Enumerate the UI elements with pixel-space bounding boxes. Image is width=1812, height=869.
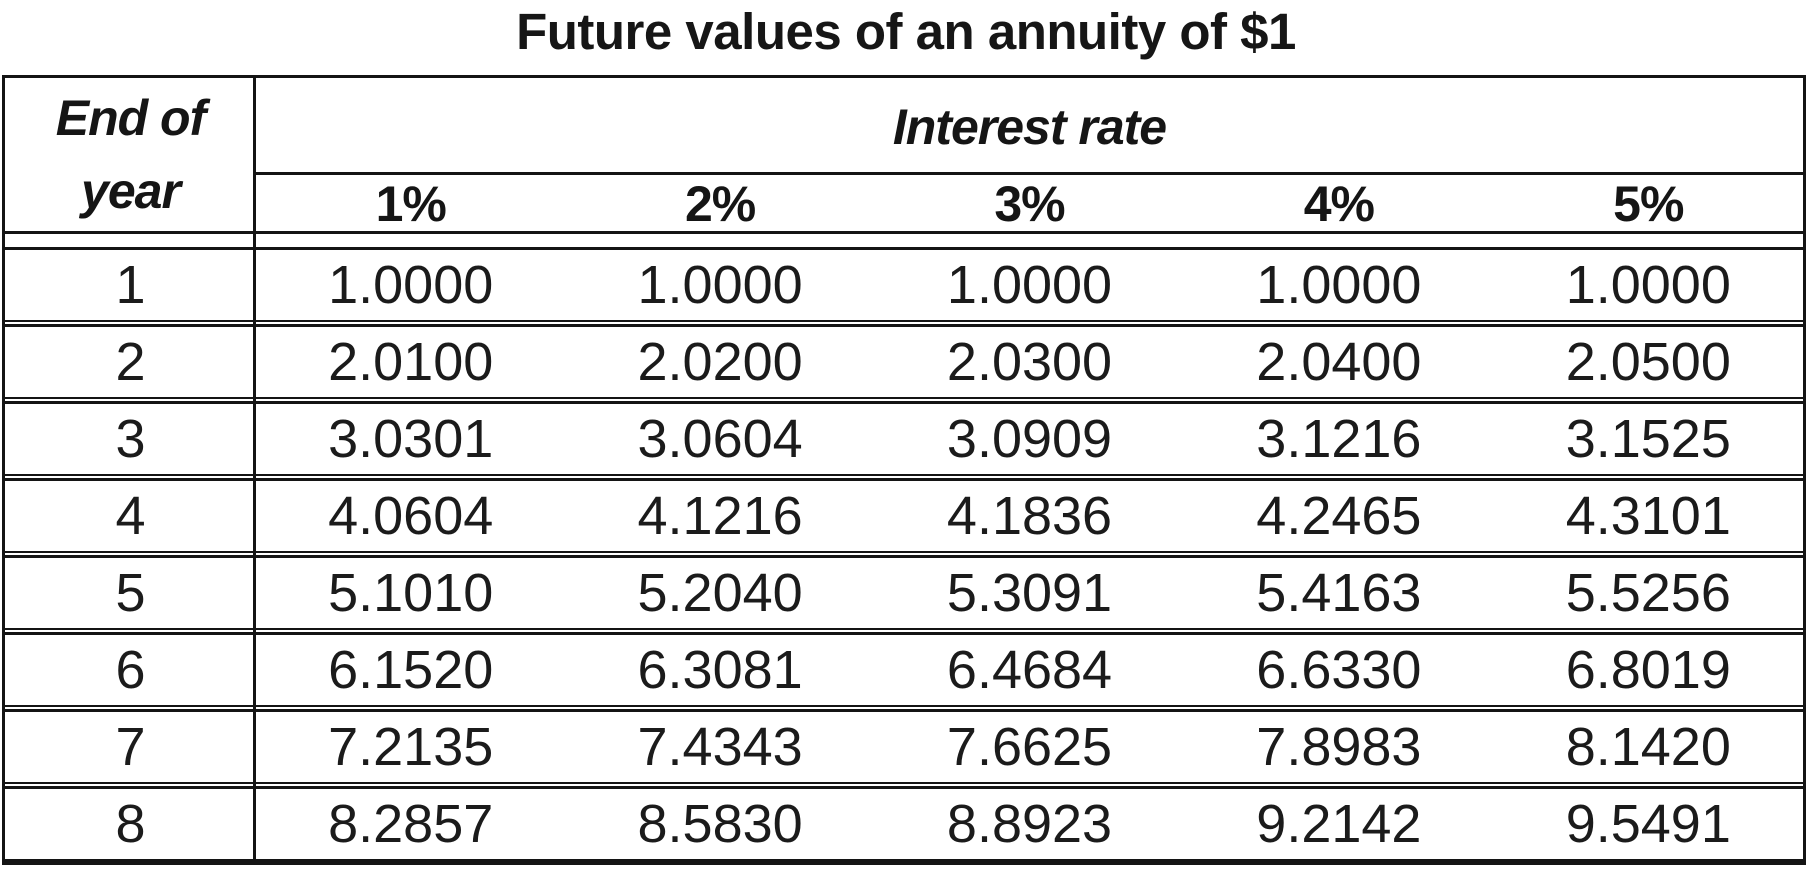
value-cell: 6.8019 <box>1565 640 1731 700</box>
value-cell: 1.0000 <box>328 255 494 315</box>
value-cell: 2.0400 <box>1256 332 1422 392</box>
value-cell: 8.1420 <box>1565 717 1731 777</box>
value-cell: 4.2465 <box>1256 486 1422 546</box>
value-cell: 2.0500 <box>1565 332 1731 392</box>
value-cell: 1.0000 <box>1256 255 1422 315</box>
value-cell: 5.4163 <box>1256 563 1422 623</box>
column-header-4pct: 4% <box>1303 176 1375 232</box>
value-cell: 6.3081 <box>637 640 803 700</box>
value-cell: 6.4684 <box>946 640 1113 700</box>
group-header: Interest rate <box>256 78 1803 175</box>
table-row: 2 2.0100 2.0200 2.0300 2.0400 2.0500 <box>5 324 1803 399</box>
value-cell: 5.5256 <box>1565 563 1731 623</box>
year-cell: 5 <box>115 563 146 623</box>
value-cell: 7.8983 <box>1256 717 1422 777</box>
year-cell: 4 <box>115 486 146 546</box>
value-cell: 1.0000 <box>946 255 1113 315</box>
column-header-2pct: 2% <box>684 176 756 232</box>
table-header: End of year Interest rate 1% 2% 3% 4% 5% <box>5 78 1803 234</box>
value-cell: 8.5830 <box>637 794 803 854</box>
value-cell: 1.0000 <box>1565 255 1731 315</box>
rate-header-block: Interest rate 1% 2% 3% 4% 5% <box>256 78 1803 232</box>
value-cell: 8.8923 <box>946 794 1113 854</box>
value-cell: 2.0300 <box>946 332 1113 392</box>
column-header-3pct: 3% <box>994 176 1065 232</box>
year-cell: 7 <box>115 717 146 777</box>
table-row: 7 7.2135 7.4343 7.6625 7.8983 8.1420 <box>5 709 1803 784</box>
value-cell: 4.0604 <box>328 486 494 546</box>
value-cell: 8.2857 <box>328 794 494 854</box>
value-cell: 4.1216 <box>637 486 803 546</box>
value-cell: 6.1520 <box>328 640 494 700</box>
year-cell: 2 <box>115 332 146 392</box>
column-header-1pct: 1% <box>375 176 447 232</box>
value-cell: 5.2040 <box>637 563 803 623</box>
value-cell: 5.1010 <box>328 563 494 623</box>
value-cell: 3.1525 <box>1565 409 1731 469</box>
row-header-line-1: End of <box>55 89 207 146</box>
value-cell: 1.0000 <box>637 255 803 315</box>
value-cell: 2.0100 <box>328 332 494 392</box>
value-cell: 2.0200 <box>637 332 803 392</box>
value-cell: 3.0909 <box>946 409 1113 469</box>
table-row: 6 6.1520 6.3081 6.4684 6.6330 6.8019 <box>5 632 1803 707</box>
annuity-table: End of year Interest rate 1% 2% 3% 4% 5%… <box>2 75 1806 865</box>
table-row: 5 5.1010 5.2040 5.3091 5.4163 5.5256 <box>5 555 1803 630</box>
year-cell: 3 <box>115 409 146 469</box>
value-cell: 6.6330 <box>1256 640 1422 700</box>
table-title: Future values of an annuity of $1 <box>516 3 1296 60</box>
table-row: 3 3.0301 3.0604 3.0909 3.1216 3.1525 <box>5 401 1803 476</box>
value-cell: 7.6625 <box>946 717 1113 777</box>
column-headers-row: 1% 2% 3% 4% 5% <box>256 175 1803 232</box>
value-cell: 4.3101 <box>1565 486 1731 546</box>
column-divider <box>253 78 256 861</box>
value-cell: 7.4343 <box>637 717 803 777</box>
table-row: 4 4.0604 4.1216 4.1836 4.2465 4.3101 <box>5 478 1803 553</box>
table-row: 8 8.2857 8.5830 8.8923 9.2142 9.5491 <box>5 786 1803 861</box>
value-cell: 3.1216 <box>1256 409 1422 469</box>
value-cell: 9.5491 <box>1565 794 1731 854</box>
year-cell: 1 <box>115 255 146 315</box>
value-cell: 3.0604 <box>637 409 803 469</box>
value-cell: 9.2142 <box>1256 794 1422 854</box>
value-cell: 3.0301 <box>328 409 494 469</box>
table-body: 1 1.0000 1.0000 1.0000 1.0000 1.0000 2 2… <box>5 247 1803 861</box>
row-header-title: End of year <box>5 78 256 231</box>
value-cell: 4.1836 <box>946 486 1113 546</box>
year-cell: 8 <box>115 794 146 854</box>
column-header-5pct: 5% <box>1613 176 1684 232</box>
value-cell: 5.3091 <box>946 563 1113 623</box>
row-header-line-2: year <box>81 162 181 219</box>
year-cell: 6 <box>115 640 146 700</box>
value-cell: 7.2135 <box>328 717 494 777</box>
table-row: 1 1.0000 1.0000 1.0000 1.0000 1.0000 <box>5 247 1803 322</box>
